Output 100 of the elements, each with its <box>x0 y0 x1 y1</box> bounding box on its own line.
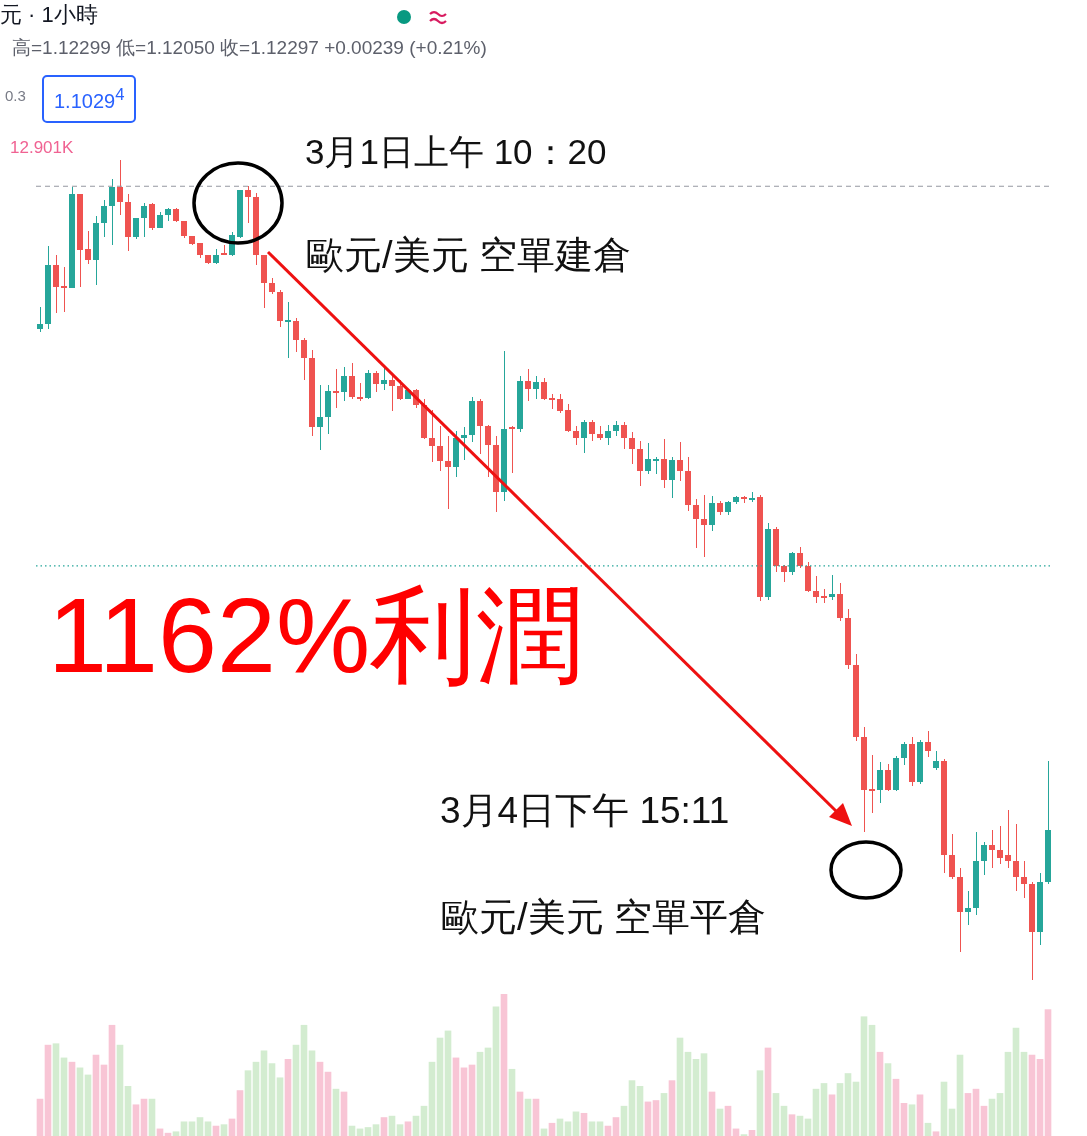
bar <box>756 1070 764 1136</box>
annotation: 1162%利潤 <box>48 575 583 696</box>
bar <box>820 1083 828 1136</box>
bar <box>140 1098 148 1136</box>
bar <box>364 1127 372 1136</box>
bar <box>452 1057 460 1136</box>
bar <box>260 1050 268 1136</box>
bar <box>124 1085 132 1136</box>
bar <box>988 1098 996 1136</box>
bar <box>868 1024 876 1136</box>
candlestick <box>701 495 707 557</box>
candlestick <box>509 426 515 473</box>
bar <box>444 1030 452 1136</box>
bar <box>612 1117 620 1136</box>
bar <box>404 1121 412 1136</box>
bar <box>236 1090 244 1136</box>
bar <box>44 1044 52 1136</box>
bar <box>860 1016 868 1136</box>
bar <box>660 1093 668 1136</box>
bar <box>748 1129 756 1136</box>
bar <box>420 1105 428 1136</box>
bar <box>332 1088 340 1136</box>
bar <box>132 1104 140 1136</box>
bar <box>532 1098 540 1136</box>
bar <box>964 1093 972 1136</box>
bar <box>588 1121 596 1136</box>
bar <box>308 1050 316 1136</box>
bar <box>380 1117 388 1136</box>
bar <box>940 1081 948 1136</box>
bar <box>476 1051 484 1136</box>
bar <box>724 1105 732 1136</box>
bar <box>68 1061 76 1136</box>
bar <box>1036 1058 1044 1136</box>
bar <box>772 1093 780 1136</box>
bar <box>508 1068 516 1136</box>
bar <box>148 1098 156 1136</box>
bar <box>628 1080 636 1136</box>
bar <box>1028 1054 1036 1136</box>
bar <box>620 1105 628 1136</box>
bar <box>396 1124 404 1136</box>
bar <box>268 1063 276 1136</box>
bar <box>788 1114 796 1136</box>
bar <box>580 1112 588 1136</box>
candlestick <box>445 436 451 509</box>
annotation: 3月1日上午 10：20 <box>305 132 607 173</box>
bar <box>812 1088 820 1136</box>
bar <box>852 1081 860 1136</box>
bar <box>1020 1051 1028 1136</box>
bar <box>924 1122 932 1136</box>
bar <box>468 1064 476 1136</box>
bar <box>996 1093 1004 1136</box>
bar <box>492 1006 500 1136</box>
candlestick <box>61 267 67 312</box>
bar <box>484 1047 492 1136</box>
bar <box>116 1044 124 1136</box>
bar <box>372 1124 380 1136</box>
bar <box>932 1131 940 1136</box>
bar <box>844 1073 852 1136</box>
candlestick <box>333 369 339 408</box>
bar <box>836 1083 844 1136</box>
text: 12.901K <box>10 138 74 158</box>
bar <box>884 1063 892 1136</box>
bar <box>108 1024 116 1136</box>
bar <box>524 1098 532 1136</box>
bar <box>972 1088 980 1136</box>
bar <box>188 1121 196 1136</box>
annotation: 歐元/美元 空單建倉 <box>306 234 632 278</box>
bar <box>900 1103 908 1136</box>
text: 元 · 1小時 <box>0 2 98 28</box>
bar <box>284 1058 292 1136</box>
bar <box>220 1124 228 1136</box>
bar <box>180 1121 188 1136</box>
bar <box>100 1064 108 1136</box>
bar <box>92 1054 100 1136</box>
bar <box>196 1117 204 1136</box>
annotation: 歐元/美元 空單平倉 <box>441 896 767 940</box>
bar <box>292 1044 300 1136</box>
bar <box>252 1061 260 1136</box>
bar <box>876 1051 884 1136</box>
bar <box>596 1121 604 1136</box>
bar <box>428 1061 436 1136</box>
bar <box>908 1104 916 1136</box>
bar <box>668 1080 676 1136</box>
candlestick <box>1005 810 1011 868</box>
bar <box>636 1085 644 1136</box>
text: 高=1.12299 低=1.12050 收=1.12297 +0.00239 (+0.21%) <box>12 37 487 59</box>
text: 0.3 <box>5 87 26 105</box>
bar <box>1004 1051 1012 1136</box>
bar <box>204 1121 212 1136</box>
bar <box>244 1070 252 1136</box>
bar <box>764 1047 772 1136</box>
bar <box>300 1024 308 1136</box>
bar <box>324 1071 332 1136</box>
bar <box>276 1077 284 1136</box>
bar <box>828 1094 836 1136</box>
text: 1.1029$^{4}$ <box>42 75 137 123</box>
bar <box>316 1061 324 1136</box>
bar <box>700 1053 708 1136</box>
bar <box>1044 1009 1052 1136</box>
bar <box>36 1098 44 1136</box>
